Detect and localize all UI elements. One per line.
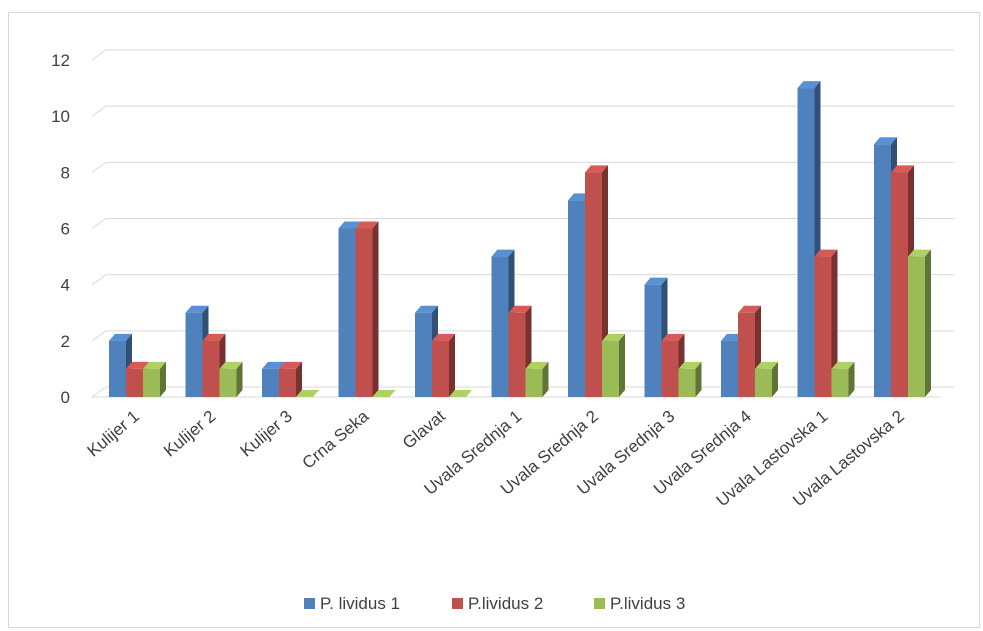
bar [755, 361, 778, 397]
bar [908, 249, 931, 397]
bar [432, 333, 455, 397]
x-tick-label: Crna Seka [299, 406, 373, 473]
legend-label: P.lividus 2 [468, 594, 543, 613]
y-tick-label: 4 [61, 276, 70, 295]
bar [449, 390, 472, 397]
legend: P. lividus 1 P.lividus 2 P.lividus 3 [304, 594, 685, 613]
legend-label: P. lividus 1 [320, 594, 400, 613]
bar [109, 333, 132, 397]
legend-item: P.lividus 2 [452, 594, 543, 613]
bar [831, 361, 855, 397]
legend-swatch [304, 598, 315, 609]
bar [678, 361, 702, 397]
y-axis: 0 2 4 6 8 10 12 [51, 51, 70, 407]
y-tick-label: 6 [61, 220, 70, 239]
bar [602, 333, 625, 397]
x-tick-label: Kulijer 2 [160, 407, 219, 461]
bar [279, 361, 302, 397]
bar [219, 361, 243, 397]
x-axis: Kulijer 1 Kulijer 2 Kulijer 3 Crna Seka Glav… [84, 406, 908, 510]
legend-swatch [594, 598, 605, 609]
bar [372, 390, 396, 397]
bars [109, 81, 931, 397]
bar [355, 221, 379, 397]
bar [296, 390, 319, 397]
y-tick-label: 2 [61, 332, 70, 351]
legend-swatch [452, 598, 463, 609]
bar [814, 249, 838, 397]
gridline [91, 105, 954, 117]
legend-label: P.lividus 3 [610, 594, 685, 613]
x-tick-label: Kulijer 1 [84, 407, 143, 461]
y-tick-label: 10 [51, 107, 70, 126]
legend-item: P. lividus 1 [304, 594, 400, 613]
y-tick-label: 8 [61, 163, 70, 182]
gridline [91, 274, 954, 286]
y-tick-label: 0 [61, 388, 70, 407]
gridline [91, 161, 954, 173]
y-tick-label: 12 [51, 51, 70, 70]
x-tick-label: Kulijer 3 [237, 407, 296, 461]
x-tick-label: Glavat [399, 406, 449, 452]
legend-item: P.lividus 3 [594, 594, 685, 613]
bar [525, 361, 549, 397]
gridline [91, 49, 954, 61]
bar [143, 361, 166, 397]
gridline [91, 218, 954, 229]
gridline [91, 330, 954, 342]
